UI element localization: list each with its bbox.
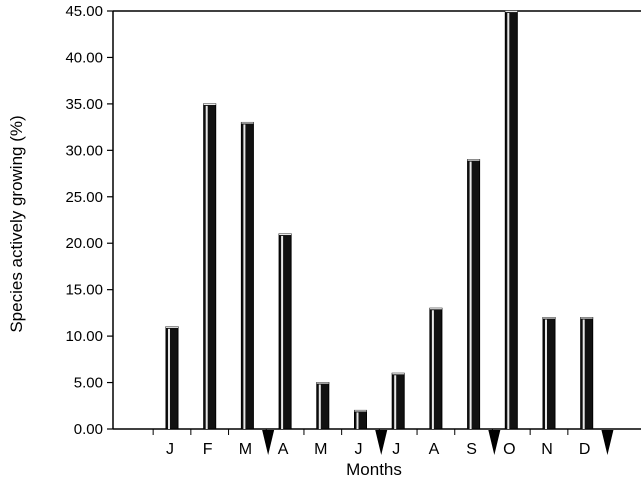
y-tick-label: 30.00 (65, 142, 103, 159)
y-tick-label: 40.00 (65, 49, 103, 66)
x-tick-label: S (466, 441, 477, 458)
bar (429, 307, 443, 430)
bars (165, 10, 594, 430)
bar (542, 317, 556, 430)
y-axis: 0.00 5.00 10.00 15.00 20.00 25.00 30.00 35.00 40… (65, 3, 113, 438)
y-tick-label: 5.00 (74, 375, 103, 392)
x-tick-label: N (541, 441, 553, 458)
y-tick-label: 20.00 (65, 235, 103, 252)
x-tick-label: A (429, 441, 440, 458)
bar (240, 121, 254, 430)
y-tick-label: 25.00 (65, 189, 103, 206)
bar (316, 382, 330, 430)
y-tick-label: 45.00 (65, 3, 103, 20)
y-tick-label: 10.00 (65, 328, 103, 345)
bar (354, 409, 367, 430)
x-tick-label: O (503, 441, 515, 458)
x-tick-label: J (166, 441, 174, 458)
bar (203, 103, 217, 430)
plot-frame (112, 10, 641, 430)
y-tick-label: 35.00 (65, 96, 103, 113)
bar (165, 326, 179, 430)
y-tick-label: 15.00 (65, 282, 103, 299)
x-axis-title: Months (346, 460, 402, 479)
y-tick-label: 0.00 (74, 421, 103, 438)
season-markers (262, 430, 614, 455)
bar (278, 233, 292, 430)
season-marker (375, 430, 388, 455)
bar (504, 10, 518, 430)
x-tick-label: F (203, 441, 213, 458)
x-tick-label: M (314, 441, 327, 458)
bar (391, 372, 405, 430)
y-axis-title: Species actively growing (%) (7, 115, 26, 332)
season-marker (262, 430, 275, 455)
x-tick-label: A (278, 441, 289, 458)
x-tick-label: J (355, 441, 363, 458)
bar (467, 159, 481, 430)
season-marker (488, 430, 501, 455)
x-tick-label: M (239, 441, 252, 458)
x-tick-label: J (392, 441, 400, 458)
bar (580, 317, 594, 430)
season-marker (601, 430, 614, 455)
x-tick-label: D (579, 441, 591, 458)
